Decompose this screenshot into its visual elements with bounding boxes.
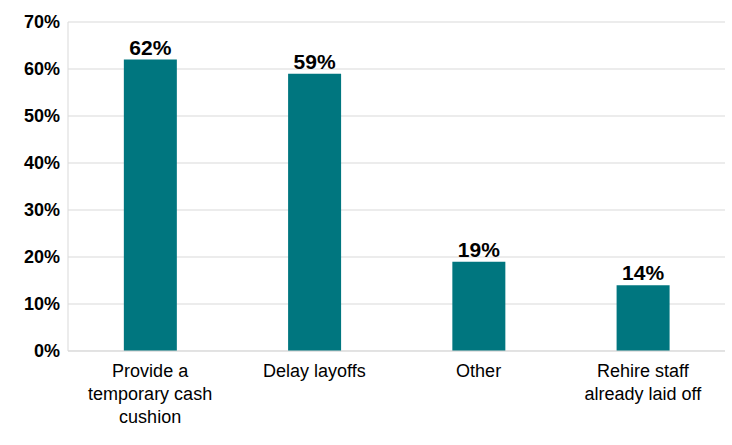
svg-text:20%: 20%: [24, 247, 60, 267]
svg-text:Provide atemporary cashcushion: Provide atemporary cashcushion: [88, 361, 212, 427]
svg-text:Other: Other: [456, 361, 501, 381]
svg-text:62%: 62%: [129, 36, 171, 59]
svg-text:10%: 10%: [24, 294, 60, 314]
svg-text:0%: 0%: [34, 341, 60, 361]
svg-text:40%: 40%: [24, 153, 60, 173]
svg-text:14%: 14%: [622, 261, 664, 284]
svg-text:50%: 50%: [24, 106, 60, 126]
svg-text:70%: 70%: [24, 12, 60, 32]
svg-text:59%: 59%: [294, 50, 336, 73]
svg-text:30%: 30%: [24, 200, 60, 220]
svg-text:60%: 60%: [24, 59, 60, 79]
svg-text:Rehire staffalready laid off: Rehire staffalready laid off: [585, 361, 703, 404]
svg-text:19%: 19%: [458, 238, 500, 261]
svg-text:Delay layoffs: Delay layoffs: [263, 361, 366, 381]
